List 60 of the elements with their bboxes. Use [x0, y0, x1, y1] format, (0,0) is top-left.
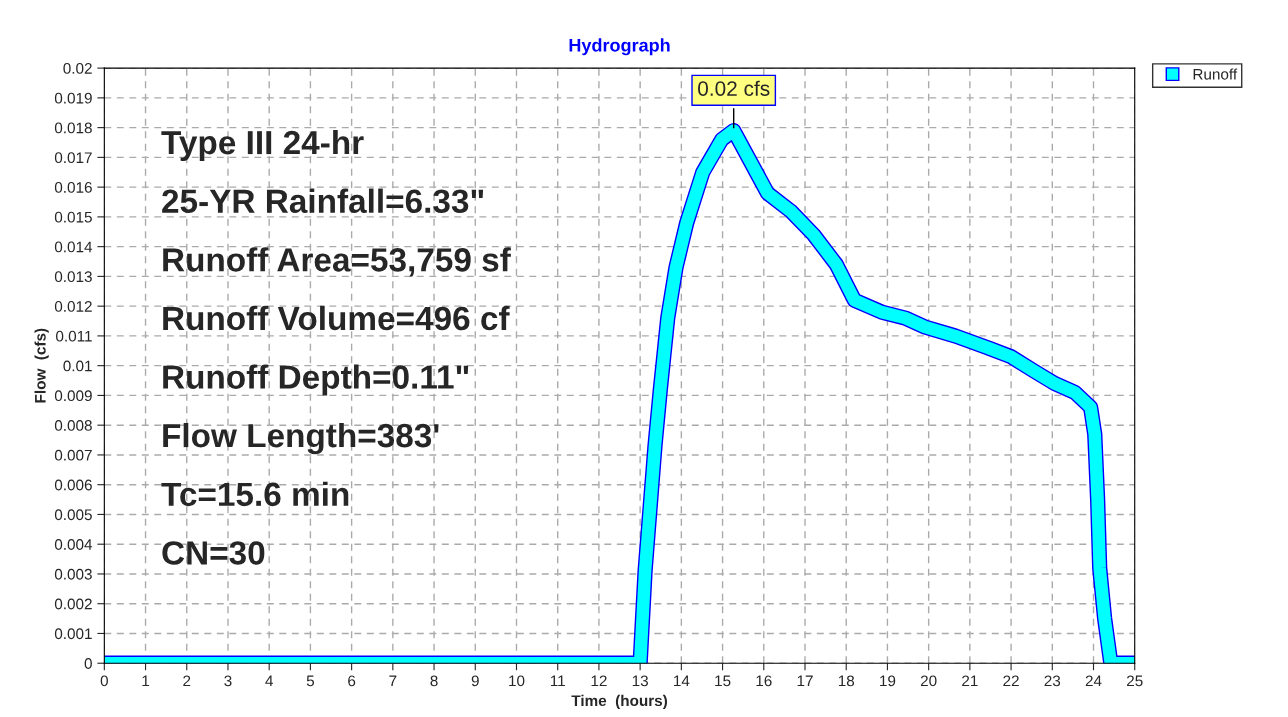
x-tick-label: 14	[674, 675, 690, 687]
x-tick-label: 9	[471, 675, 479, 687]
annotation: Runoff Area=53,759 sf	[163, 247, 511, 277]
y-tick-label: 0.012	[54, 301, 92, 312]
x-tick-label: 5	[306, 675, 315, 687]
x-tick-label: 24	[1085, 675, 1102, 687]
x-tick-label: 7	[389, 675, 397, 687]
x-tick-label: 11	[550, 675, 565, 687]
x-tick-label: 20	[920, 675, 937, 687]
x-tick-label: 23	[1044, 675, 1061, 687]
y-tick-label: 0.018	[54, 122, 92, 134]
y-tick-label: 0.014	[54, 241, 93, 253]
x-tick-label: 16	[756, 675, 772, 687]
y-tick-label: 0.002	[54, 598, 92, 610]
annotation: Tc=15.6 min	[161, 481, 349, 507]
x-tick-label: 10	[509, 675, 525, 687]
x-tick-label: 19	[880, 675, 896, 687]
x-tick-label: 25	[1127, 675, 1143, 687]
y-axis-title: Flow (cfs)	[34, 328, 49, 403]
annotation: Runoff Volume=496 cf	[163, 305, 510, 331]
x-tick-label: 21	[962, 675, 978, 687]
y-tick-label: 0.008	[54, 420, 92, 431]
x-tick-label: 8	[430, 675, 438, 687]
annotation: 25-YR Rainfall=6.33"	[162, 188, 484, 214]
y-tick-label: 0.015	[54, 211, 92, 223]
y-tick-label: 0.011	[56, 330, 92, 342]
chart-title: Hydrograph	[569, 38, 670, 56]
y-tick-label: 0.01	[63, 360, 92, 372]
x-tick-label: 18	[838, 675, 855, 687]
y-tick-label: 0.013	[54, 271, 92, 283]
x-tick-label: 2	[183, 675, 191, 687]
y-tick-label: 0	[84, 658, 92, 669]
x-tick-label: 15	[715, 675, 731, 687]
x-tick-label: 17	[797, 675, 813, 687]
x-tick-label: 12	[591, 675, 607, 687]
y-tick-label: 0.009	[54, 390, 92, 402]
y-tick-label: 0.007	[54, 449, 92, 461]
x-tick-label: 13	[632, 675, 648, 687]
y-tick-label: 0.003	[54, 568, 92, 580]
y-tick-label: 0.006	[54, 479, 92, 491]
y-tick-label: 0.005	[54, 509, 92, 521]
x-tick-label: 1	[142, 675, 150, 687]
annotation: Flow Length=383'	[163, 422, 439, 455]
y-tick-label: 0.019	[54, 92, 92, 104]
y-tick-label: 0.016	[54, 182, 92, 193]
y-tick-label: 0.001	[54, 628, 92, 640]
legend-label: Runoff	[1193, 68, 1238, 80]
annotation: Type III 24-hr	[161, 129, 364, 162]
y-tick-label: 0.017	[54, 152, 92, 164]
y-tick-label: 0.02	[63, 62, 92, 74]
y-tick-label: 0.004	[54, 539, 93, 550]
x-tick-label: 6	[348, 675, 356, 687]
x-tick-label: 4	[265, 675, 273, 687]
x-tick-label: 3	[224, 675, 232, 687]
x-tick-label: 22	[1003, 675, 1019, 687]
annotation: CN=30	[162, 541, 265, 565]
annotation: Runoff Depth=0.11"	[163, 364, 469, 396]
annotation: 0.02 cfs	[698, 80, 770, 96]
x-tick-label: 0	[100, 675, 108, 687]
x-axis-title: Time (hours)	[571, 694, 668, 710]
